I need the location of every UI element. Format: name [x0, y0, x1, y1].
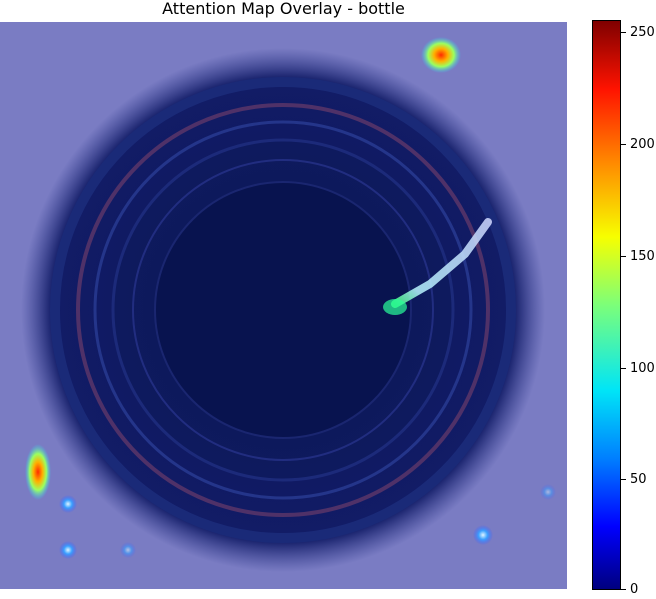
colorbar-tick: [621, 256, 626, 257]
colorbar-tick-label: 150: [630, 249, 655, 264]
colorbar-tick-label: 50: [630, 472, 647, 487]
colorbar-tick-label: 250: [630, 25, 655, 40]
colorbar: [592, 20, 621, 590]
colorbar-tick: [621, 144, 626, 145]
bottle-photo-with-heatmap: [0, 22, 567, 589]
colorbar-tick-label: 200: [630, 137, 655, 152]
colorbar-tick-label: 100: [630, 361, 655, 376]
colorbar-tick-label: 0: [630, 582, 639, 597]
plot-title: Attention Map Overlay - bottle: [162, 0, 405, 18]
colorbar-tick: [621, 589, 626, 590]
colorbar-tick: [621, 32, 626, 33]
attention-overlay-image: [0, 22, 567, 589]
colorbar-tick: [621, 368, 626, 369]
colorbar-tick: [621, 479, 626, 480]
